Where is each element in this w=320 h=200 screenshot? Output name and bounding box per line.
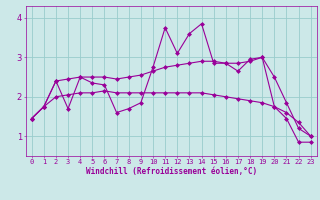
X-axis label: Windchill (Refroidissement éolien,°C): Windchill (Refroidissement éolien,°C): [86, 167, 257, 176]
